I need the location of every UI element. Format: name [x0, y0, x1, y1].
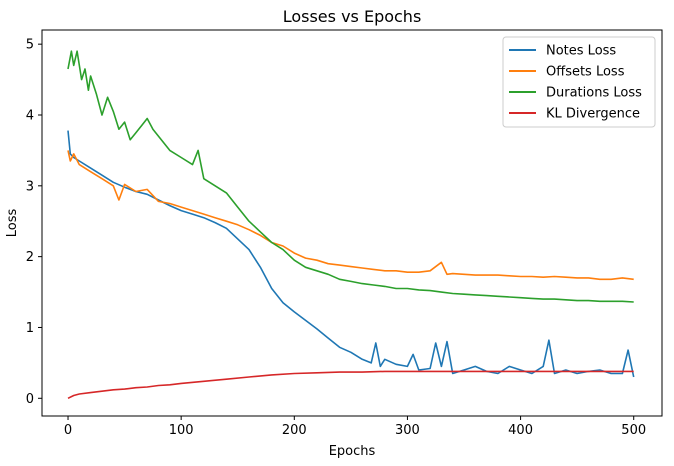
x-tick-label: 0 — [64, 423, 72, 438]
y-axis-ticks: 0 1 2 3 4 5 — [26, 38, 42, 407]
legend: Notes Loss Offsets Loss Durations Loss KL D… — [502, 36, 656, 128]
y-tick-label: 0 — [26, 392, 34, 407]
y-tick-label: 1 — [26, 321, 34, 336]
series-line-offsets-loss — [67, 150, 634, 281]
x-tick-label: 200 — [282, 423, 307, 438]
y-tick-label: 5 — [26, 38, 34, 53]
x-tick-label: 500 — [621, 423, 646, 438]
x-tick-label: 100 — [169, 423, 194, 438]
y-axis-label: Loss — [5, 209, 20, 238]
plot-frame — [41, 29, 663, 417]
y-tick-label: 4 — [26, 108, 34, 123]
series-line-notes-loss — [67, 130, 635, 378]
x-axis-ticks: 0 100 200 300 400 500 — [64, 416, 646, 438]
plot-area — [67, 50, 635, 400]
series-line-durations-loss — [67, 50, 634, 303]
x-axis-label: Epochs — [329, 444, 376, 459]
legend-label-kl-divergence: KL Divergence — [546, 107, 640, 122]
chart-title: Losses vs Epochs — [283, 7, 422, 26]
legend-label-durations-loss: Durations Loss — [546, 86, 642, 101]
x-tick-label: 400 — [508, 423, 533, 438]
legend-label-notes-loss: Notes Loss — [546, 44, 616, 59]
legend-label-offsets-loss: Offsets Loss — [546, 65, 625, 80]
series-line-kl-divergence — [67, 370, 634, 400]
y-tick-label: 2 — [26, 250, 34, 265]
x-tick-label: 300 — [395, 423, 420, 438]
legend-box — [502, 36, 656, 128]
y-tick-label: 3 — [26, 179, 34, 194]
